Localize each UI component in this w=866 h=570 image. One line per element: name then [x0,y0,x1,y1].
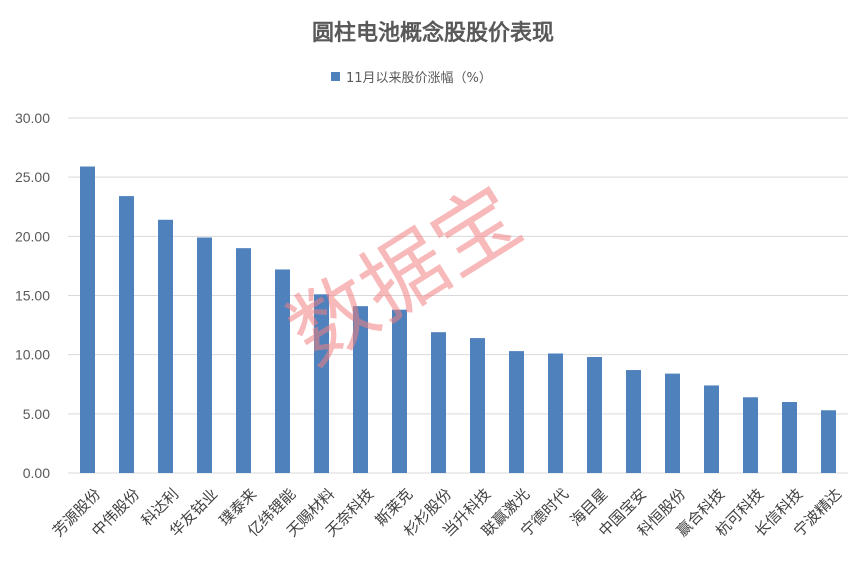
y-tick-label: 0.00 [23,465,50,481]
y-tick-label: 30.00 [15,110,50,126]
y-tick-label: 20.00 [15,228,50,244]
y-tick-label: 5.00 [23,406,50,422]
y-tick-label: 10.00 [15,347,50,363]
bar [626,370,641,473]
bar [197,237,212,473]
bar [392,309,407,473]
bar [665,373,680,473]
bar [548,353,563,473]
bar [470,338,485,473]
bar [782,402,797,473]
bar [509,351,524,473]
bar [821,410,836,473]
bar [353,306,368,473]
bar [314,294,329,473]
legend-label: 11月以来股价涨幅（%） [346,71,492,86]
bar [431,332,446,473]
x-axis: 芳源股份中伟股份科达利华友钴业璞泰来亿纬锂能天赐材料天奈科技斯莱克杉杉股份当升科… [49,485,845,540]
bar [743,397,758,473]
bar [80,166,95,473]
bar [119,196,134,473]
y-tick-label: 25.00 [15,169,50,185]
bar [275,269,290,473]
chart-title: 圆柱电池概念股股价表现 [312,20,554,46]
bar [236,248,251,473]
bar [587,357,602,473]
legend: 11月以来股价涨幅（%） [331,71,492,86]
bar [704,385,719,473]
bar [158,219,173,473]
y-tick-label: 15.00 [15,288,50,304]
legend-swatch [331,72,340,81]
y-axis: 0.00 5.00 10.00 15.00 20.00 25.00 30.00 [15,110,50,481]
bars [80,166,836,473]
